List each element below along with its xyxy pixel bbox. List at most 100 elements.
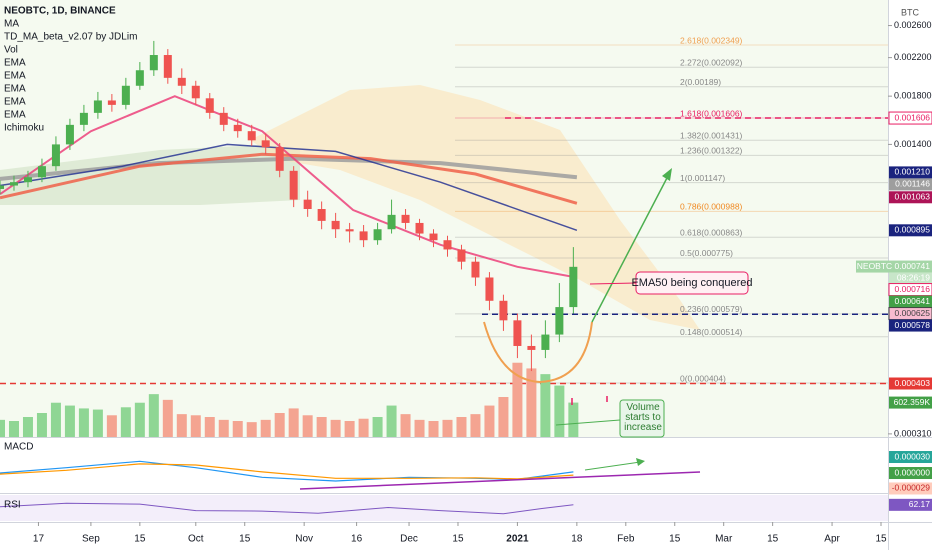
x-tick-label: 15 <box>669 534 681 545</box>
cup-curve <box>483 321 593 384</box>
candle-body <box>205 98 214 113</box>
price-tag-label: 0.001146 <box>895 179 930 189</box>
legend-entry: EMA <box>4 97 26 108</box>
candle-body <box>289 170 298 200</box>
volume-bar <box>554 385 565 437</box>
macd-tag-label: 0.000000 <box>895 467 931 477</box>
legend-entry: MA <box>4 19 19 30</box>
volume-bar <box>428 421 439 437</box>
candle-body <box>247 131 256 141</box>
volume-bar <box>400 414 411 437</box>
volume-bar <box>50 402 61 437</box>
y-tick-label: 0.002200 <box>894 52 932 62</box>
volume-tag-label: 602.359K <box>894 397 931 407</box>
price-tag <box>889 319 932 332</box>
price-tag-label: 0.000625 <box>895 308 931 318</box>
ema-line <box>0 152 578 205</box>
macd-tag <box>889 482 932 495</box>
volume-bar <box>288 408 299 437</box>
candle-body <box>513 320 522 346</box>
candle-body <box>9 182 18 186</box>
legend-entry: Ichimoku <box>4 123 44 134</box>
candle-body <box>219 112 228 125</box>
volume-bar <box>498 397 509 437</box>
price-tag <box>889 295 932 308</box>
volume-bar <box>36 413 47 437</box>
x-tick-label: 15 <box>767 534 779 545</box>
candle-body <box>373 229 382 241</box>
candle-body <box>499 300 508 321</box>
price-tag-label: 0.001063 <box>895 192 931 202</box>
x-tick-label: 15 <box>452 534 464 545</box>
volume-bar <box>456 417 467 437</box>
candle-body <box>303 199 312 210</box>
x-tick-label: 17 <box>33 534 45 545</box>
candle-body <box>275 147 284 171</box>
x-tick-label: Nov <box>295 534 313 545</box>
volume-bar <box>134 402 145 437</box>
fib-label: 1.382(0.001431) <box>680 130 743 140</box>
volume-bar <box>106 415 117 437</box>
arrow-head <box>636 458 645 466</box>
volume-bar <box>386 405 397 437</box>
price-tag <box>889 166 932 179</box>
volume-bar <box>246 422 257 437</box>
legend-entry: EMA <box>4 84 26 95</box>
macd-tag <box>889 467 932 480</box>
annotation-holder: Volume starts to increase <box>624 403 662 433</box>
volume-bar <box>204 417 215 437</box>
x-tick-label: Feb <box>617 534 635 545</box>
x-tick-label: 2021 <box>506 534 529 545</box>
price-tag <box>888 111 932 125</box>
volume-bar <box>78 408 89 437</box>
candle-body <box>37 166 46 178</box>
y-tick-label: 0.001400 <box>894 139 932 149</box>
x-tick-label: 15 <box>875 534 887 545</box>
x-tick-label: 18 <box>571 534 583 545</box>
y-tick-label: 0.002600 <box>894 20 932 30</box>
target-arrow <box>591 175 669 323</box>
macd-arrow <box>584 461 641 471</box>
candle-body <box>541 334 550 350</box>
ema-line <box>0 95 578 279</box>
fib-label: 2(0.00189) <box>680 77 721 87</box>
pane-title: RSI <box>4 500 21 511</box>
candle-body <box>233 124 242 132</box>
price-tag-label: NEOBTC 0.000741 <box>857 261 931 271</box>
x-tick-label: Sep <box>82 534 100 545</box>
rsi-tag-label: 62.17 <box>909 499 931 509</box>
volume-bar <box>176 414 187 437</box>
volume-bar <box>568 402 579 437</box>
volume-bar <box>260 419 271 437</box>
candle-body <box>359 231 368 241</box>
ichimoku-cloud <box>250 85 700 330</box>
candle-body <box>569 266 578 308</box>
macd-line <box>0 463 574 480</box>
volume-bar <box>8 421 19 437</box>
price-tag <box>889 191 932 204</box>
price-tag-label: 0.000895 <box>895 225 931 235</box>
countdown-tag <box>889 272 932 284</box>
candle-body <box>387 214 396 230</box>
price-tag <box>889 178 932 191</box>
candle-body <box>527 345 536 350</box>
layer: NEOBTC, 1D, BINANCE MA TD_MA_beta_v2.07 by… <box>0 6 932 545</box>
annotation-text: EMA50 being conquered <box>631 277 752 289</box>
arrow-head <box>662 168 672 181</box>
volume-tag <box>889 396 932 409</box>
volume-bar <box>22 417 33 437</box>
x-tick-label: Dec <box>400 534 418 545</box>
macd-tag <box>889 451 932 464</box>
legend-entry: Vol <box>4 45 18 56</box>
price-tag-label: 0.000403 <box>895 378 931 388</box>
candle-body <box>401 214 410 223</box>
volume-bar <box>218 419 229 437</box>
volume-bar <box>484 405 495 437</box>
candle-body <box>93 100 102 113</box>
volume-bar <box>162 399 173 437</box>
fib-label: 1.236(0.001322) <box>680 146 743 156</box>
price-tag <box>889 377 932 390</box>
fib-label: 0(0.000404) <box>680 373 726 383</box>
fib-label: 1.618(0.001606) <box>680 108 743 118</box>
volume-bar <box>414 419 425 437</box>
